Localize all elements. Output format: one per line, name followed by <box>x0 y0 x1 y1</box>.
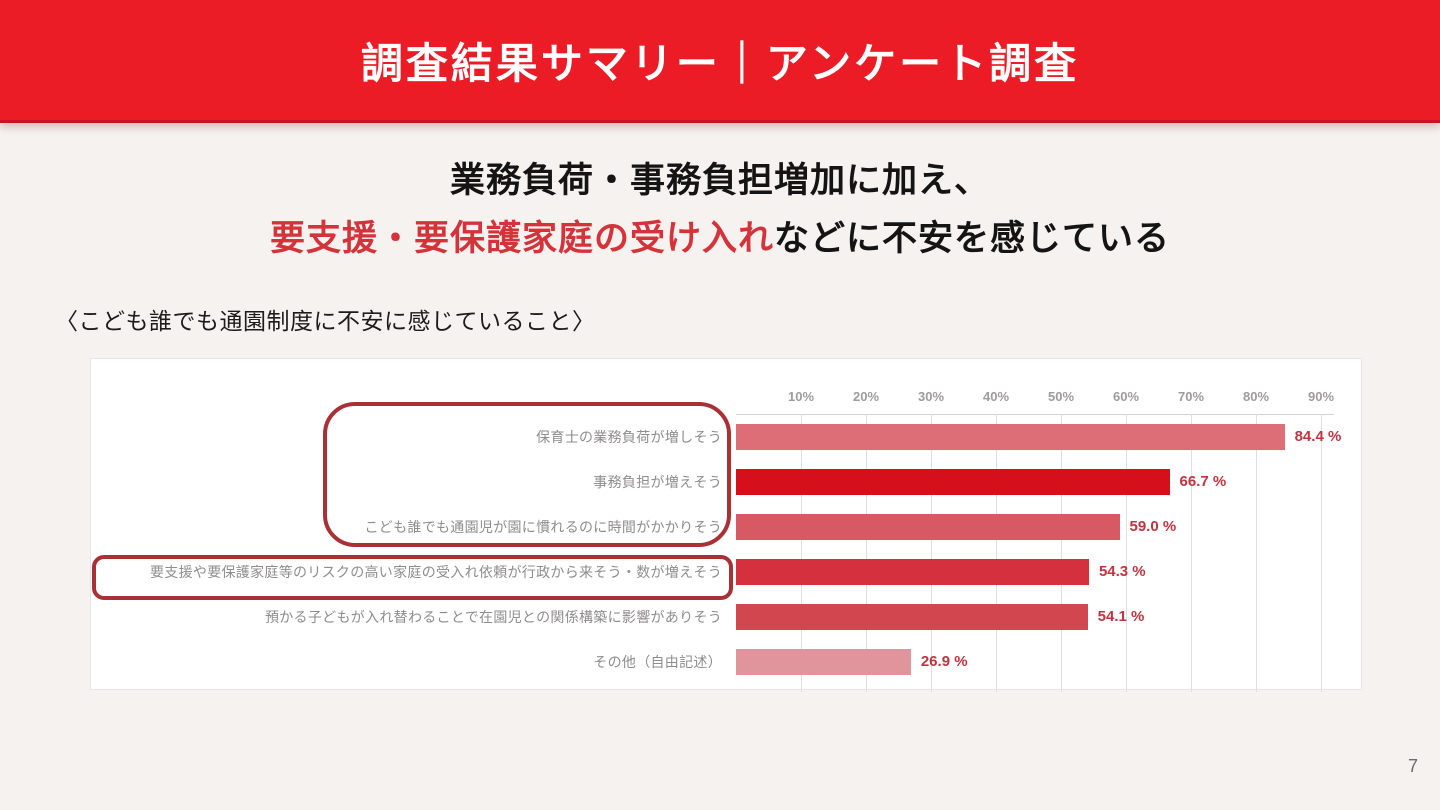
gridline <box>1191 414 1192 692</box>
slide-title: 調査結果サマリー｜アンケート調査 <box>360 39 1080 87</box>
bar <box>736 603 1088 630</box>
gridline <box>1061 414 1062 692</box>
bar-value-label: 66.7 % <box>1179 473 1227 490</box>
bar <box>736 648 911 675</box>
bar-chart-panel: 10% 20% 30% 40% 50% 60% 70% 80% 90% 保育士の業務負荷が増しそ… <box>90 358 1362 692</box>
bar-zone: 84.4 % <box>736 423 1361 450</box>
headline-line2-highlight: 要支援・要保護家庭の受け入れ <box>269 219 774 258</box>
bar-zone: 26.9 % <box>736 648 1361 675</box>
gridline <box>1321 414 1322 692</box>
gridline <box>1256 414 1257 692</box>
bar <box>736 513 1120 540</box>
chart-row: その他（自由記述） 26.9 % <box>105 639 1361 684</box>
bar <box>736 468 1170 495</box>
chart-caption: 〈こども誰でも通園制度に不安に感じていること〉 <box>55 308 596 334</box>
headline: 業務負荷・事務負担増加に加え、 要支援・要保護家庭の受け入れなどに不安を感じてい… <box>0 152 1440 268</box>
category-label: 保育士の業務負荷が増しそう <box>536 428 722 445</box>
category-label: 事務負担が増えそう <box>593 473 722 490</box>
bar-zone: 54.1 % <box>736 603 1361 630</box>
bar-value-label: 54.3 % <box>1098 563 1146 580</box>
chart-row: 要支援や要保護家庭等のリスクの高い家庭の受入れ依頼が行政から来そう・数が増えそう… <box>105 549 1361 594</box>
x-axis-tick-label: 80% <box>1242 389 1270 404</box>
headline-line2: 要支援・要保護家庭の受け入れなどに不安を感じている <box>0 210 1440 268</box>
bar <box>736 558 1089 585</box>
headline-line1: 業務負荷・事務負担増加に加え、 <box>449 161 990 200</box>
x-axis-tick-label: 60% <box>1112 389 1140 404</box>
gridlines <box>736 414 1334 692</box>
highlight-box-row4 <box>92 555 733 600</box>
x-axis-tick-label: 70% <box>1177 389 1205 404</box>
chart-row: 預かる子どもが入れ替わることで在園児との関係構築に影響がありそう 54.1 % <box>105 594 1361 639</box>
highlight-box-top3 <box>323 402 731 547</box>
header-banner: 調査結果サマリー｜アンケート調査 <box>0 0 1440 123</box>
gridline <box>931 414 932 692</box>
bar-value-label: 54.1 % <box>1097 608 1145 625</box>
headline-line2-rest: などに不安を感じている <box>774 219 1171 258</box>
bar-zone: 66.7 % <box>736 468 1361 495</box>
bar <box>736 423 1285 450</box>
chart-row: 事務負担が増えそう 66.7 % <box>105 459 1361 504</box>
bar-value-label: 26.9 % <box>920 653 968 670</box>
gridline <box>801 414 802 692</box>
x-axis-tick-label: 30% <box>917 389 945 404</box>
x-axis-tick-label: 90% <box>1307 389 1335 404</box>
category-label: こども誰でも通園児が園に慣れるのに時間がかかりそう <box>364 518 722 535</box>
bar-zone: 54.3 % <box>736 558 1361 585</box>
gridline <box>996 414 997 692</box>
x-axis-tick-label: 20% <box>852 389 880 404</box>
category-label: その他（自由記述） <box>593 653 722 670</box>
bar-value-label: 59.0 % <box>1129 518 1177 535</box>
x-axis-labels: 10% 20% 30% 40% 50% 60% 70% 80% 90% <box>736 389 1336 407</box>
x-axis-tick-label: 40% <box>982 389 1010 404</box>
page-number: 7 <box>1407 756 1418 776</box>
chart-row: 保育士の業務負荷が増しそう 84.4 % <box>105 414 1361 459</box>
bar-zone: 59.0 % <box>736 513 1361 540</box>
x-axis-tick-label: 50% <box>1047 389 1075 404</box>
category-label: 要支援や要保護家庭等のリスクの高い家庭の受入れ依頼が行政から来そう・数が増えそう <box>150 563 722 580</box>
chart-rows: 保育士の業務負荷が増しそう 84.4 % 事務負担が増えそう 66.7 % こども誰でも… <box>105 414 1361 684</box>
chart-row: こども誰でも通園児が園に慣れるのに時間がかかりそう 59.0 % <box>105 504 1361 549</box>
bar-value-label: 84.4 % <box>1294 428 1342 445</box>
gridline <box>866 414 867 692</box>
x-axis-line <box>736 414 1334 415</box>
gridline <box>1126 414 1127 692</box>
category-label: 預かる子どもが入れ替わることで在園児との関係構築に影響がありそう <box>264 608 722 625</box>
x-axis-tick-label: 10% <box>787 389 815 404</box>
